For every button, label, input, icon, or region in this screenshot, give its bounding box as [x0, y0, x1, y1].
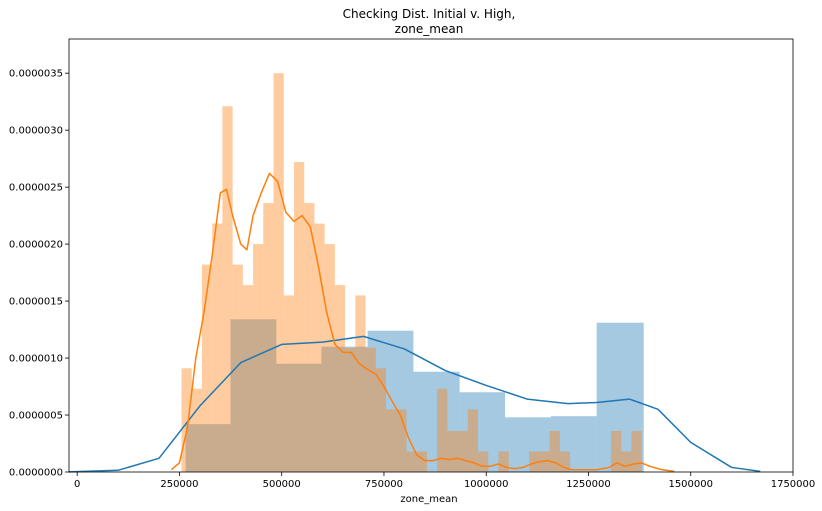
y-axis: 0.0000000 0.0000005 0.0000010 0.0000015 0.00…	[9, 69, 69, 479]
series-1-bar-1	[191, 388, 202, 472]
series-1-bar-9	[273, 73, 284, 473]
x-tick-label: 0	[74, 479, 80, 490]
series-1-bar-20	[386, 409, 397, 472]
series-1-bars	[181, 73, 642, 473]
x-axis-label: zone_mean	[400, 494, 457, 505]
chart-title-line-1: Checking Dist. Initial v. High,	[343, 7, 516, 21]
series-1-bar-12	[304, 203, 315, 472]
series-0-bar-9	[596, 322, 644, 472]
series-1-bar-29	[498, 451, 509, 472]
series-0-kde-line	[68, 335, 761, 473]
series-1-bar-21	[396, 409, 407, 472]
plot-frame	[68, 38, 794, 473]
series-1-bar-2	[201, 264, 213, 472]
plot-area	[68, 38, 794, 473]
series-0-bar-2	[276, 363, 322, 472]
series-0-bar-6	[459, 392, 506, 472]
series-1-bar-0	[181, 368, 192, 472]
series-1-bar-24	[437, 388, 448, 472]
y-tick-label: 0.0000025	[9, 183, 63, 194]
series-1-bar-14	[324, 244, 335, 472]
chart-title-line-2: zone_mean	[395, 22, 464, 36]
series-1-kde-line	[170, 172, 675, 473]
y-tick-label: 0.0000035	[9, 69, 63, 80]
series-1-bar-8	[263, 203, 274, 472]
series-1-bar-6	[242, 285, 254, 472]
series-1-bar-5	[232, 264, 243, 472]
x-tick-label: 250000	[160, 479, 198, 490]
series-1-bar-16	[345, 347, 356, 472]
series-1-bar-3	[212, 223, 223, 472]
series-1-bar-28	[478, 451, 489, 472]
series-1-bar-26	[457, 430, 468, 472]
x-tick-label: 750000	[365, 479, 403, 490]
series-0-bar-3	[321, 346, 368, 472]
y-tick-label: 0.0000005	[9, 411, 63, 422]
series-1-bar-34	[610, 430, 622, 472]
series-1-bar-25	[447, 430, 458, 472]
series-0-bar-5	[413, 371, 460, 472]
series-0-bar-0	[185, 424, 231, 472]
series-0-bars	[185, 319, 644, 472]
series-1-bar-35	[621, 451, 632, 472]
x-axis: 0 250000 500000 750000 1000000 1250000 1500000…	[74, 472, 815, 490]
series-1-bar-17	[355, 295, 366, 472]
series-1-bar-15	[334, 285, 346, 472]
series-1-bar-36	[631, 430, 642, 472]
series-0-bar-1	[230, 319, 277, 472]
x-tick-label: 1250000	[566, 479, 611, 490]
series-1-bar-30	[529, 451, 540, 472]
y-tick-label: 0.0000020	[9, 240, 63, 251]
series-1-bar-10	[283, 295, 294, 472]
series-1-bar-32	[549, 430, 560, 472]
series-1-bar-27	[467, 409, 479, 472]
series-1-bar-11	[293, 162, 305, 472]
y-tick-label: 0.0000030	[9, 126, 63, 137]
y-tick-label: 0.0000000	[9, 468, 63, 479]
y-tick-label: 0.0000010	[9, 354, 63, 365]
series-1-bar-22	[406, 451, 417, 472]
series-1-bar-4	[222, 106, 233, 472]
series-0-bar-7	[505, 417, 551, 472]
y-tick-label: 0.0000015	[9, 297, 63, 308]
series-1-bar-23	[416, 451, 427, 472]
series-1-bar-33	[559, 451, 571, 472]
series-1-bar-7	[253, 244, 264, 472]
x-tick-label: 1500000	[668, 479, 713, 490]
x-tick-label: 500000	[263, 479, 301, 490]
x-tick-label: 1000000	[464, 479, 509, 490]
series-0-bar-8	[550, 416, 597, 472]
series-1-bar-18	[365, 347, 376, 472]
series-0-bar-4	[367, 330, 414, 472]
series-1-bar-13	[314, 223, 325, 472]
x-tick-label: 1750000	[771, 479, 816, 490]
series-1-bar-19	[375, 368, 387, 472]
